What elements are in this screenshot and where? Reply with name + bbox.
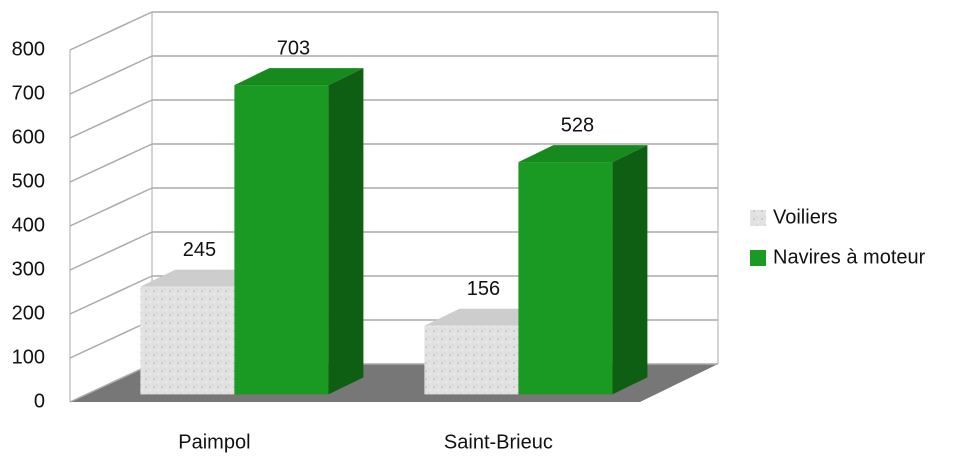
legend-label: Navires à moteur (773, 246, 926, 268)
legend-swatch (750, 250, 766, 266)
bar (234, 85, 329, 395)
y-tick-label: 100 (12, 346, 45, 368)
grid-line (69, 275, 153, 315)
value-label: 156 (467, 278, 500, 300)
bar-side (612, 145, 648, 395)
y-tick-label: 500 (12, 170, 45, 192)
y-tick-label: 800 (12, 38, 45, 60)
grid-line (69, 143, 153, 183)
value-label: 245 (183, 239, 216, 261)
grid-line (69, 55, 153, 95)
grid-line (69, 363, 153, 403)
bar-side (328, 68, 364, 395)
y-tick-label: 300 (12, 258, 45, 280)
value-label: 703 (277, 37, 310, 59)
grid-line (69, 319, 153, 359)
grid-line (69, 99, 153, 139)
bar (424, 325, 519, 395)
bar-top (234, 68, 364, 86)
grid-line (69, 187, 153, 227)
y-tick-label: 400 (12, 214, 45, 236)
y-tick-label: 200 (12, 302, 45, 324)
x-tick-label: Paimpol (178, 431, 250, 453)
value-label: 528 (561, 114, 594, 136)
y-tick-label: 600 (12, 126, 45, 148)
grid-line (69, 231, 153, 271)
bar (140, 286, 235, 395)
y-tick-label: 0 (34, 390, 45, 412)
legend-label: Voiliers (773, 206, 837, 228)
bar (518, 162, 613, 395)
y-tick-label: 700 (12, 82, 45, 104)
x-tick-label: Saint-Brieuc (444, 431, 553, 453)
grid-line (69, 11, 153, 51)
legend-swatch (750, 210, 766, 226)
bar-top (518, 145, 648, 163)
